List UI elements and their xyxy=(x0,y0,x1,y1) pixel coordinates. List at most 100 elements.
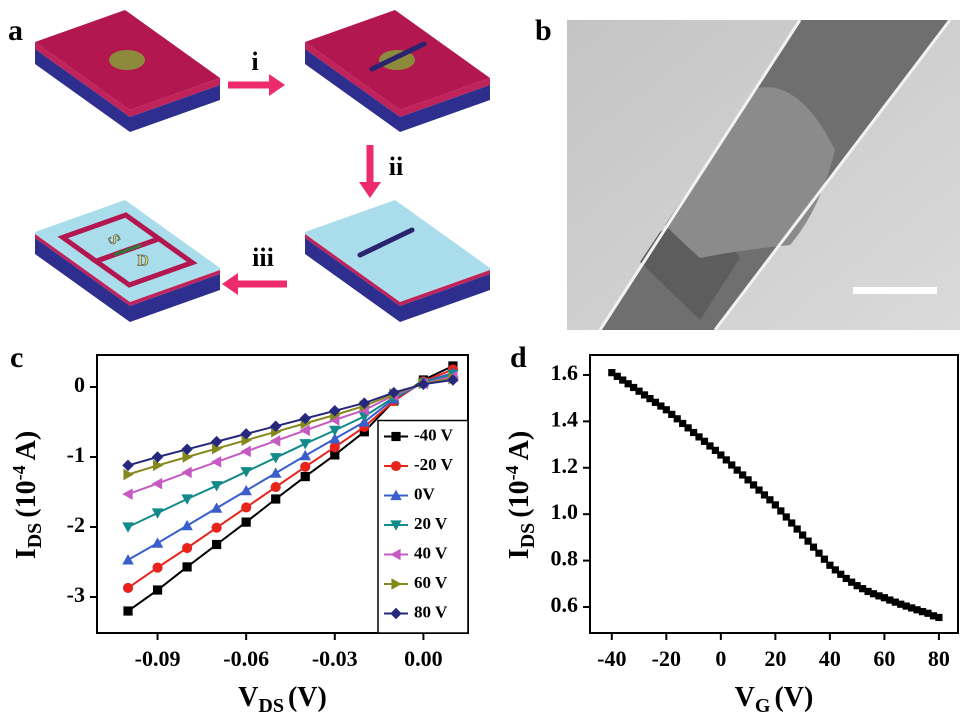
marker xyxy=(122,488,132,500)
legend-label: -20 V xyxy=(414,455,454,474)
gold-pad xyxy=(109,50,145,70)
y-label-symbol: I xyxy=(504,548,535,559)
y-tick-label: -3 xyxy=(67,582,85,607)
legend-label: -40 V xyxy=(414,425,454,444)
y-axis-label: IDS (10-4 A) xyxy=(9,431,46,559)
x-label-unit: (V) xyxy=(774,682,813,713)
x-tick-label: 0 xyxy=(715,646,726,671)
panel-label: c xyxy=(10,341,23,374)
marker xyxy=(270,467,282,477)
marker xyxy=(300,462,310,472)
marker xyxy=(181,467,191,479)
arrow-head xyxy=(222,273,238,295)
y-tick-label: 0 xyxy=(74,372,85,397)
y-label-sup: -4 xyxy=(502,465,522,480)
marker xyxy=(182,562,191,571)
x-label-sub: DS xyxy=(258,695,284,717)
marker xyxy=(935,614,942,621)
marker xyxy=(211,481,223,491)
marker xyxy=(181,520,193,530)
marker xyxy=(240,467,252,477)
x-tick-label: -40 xyxy=(597,646,626,671)
x-tick-label: 60 xyxy=(873,646,895,671)
y-tick-label: 1.2 xyxy=(551,453,579,478)
x-label-unit: (V) xyxy=(288,682,327,713)
marker xyxy=(240,446,250,458)
marker xyxy=(299,450,311,460)
x-label-symbol: V xyxy=(735,682,755,713)
legend-label: 20 V xyxy=(414,514,448,533)
y-tick-label: 1.0 xyxy=(551,499,579,524)
sem-image xyxy=(567,20,960,330)
x-axis-label: VG(V) xyxy=(735,682,814,717)
y-tick-label: 1.4 xyxy=(551,406,579,431)
marker xyxy=(241,502,251,512)
y-tick-label: -2 xyxy=(67,512,85,537)
legend-marker xyxy=(391,432,400,441)
y-tick-label: 0.8 xyxy=(551,546,579,571)
marker xyxy=(299,439,311,449)
marker xyxy=(211,502,223,512)
panel-label: b xyxy=(535,14,552,47)
marker xyxy=(123,583,133,593)
y-label-symbol: I xyxy=(11,548,42,559)
schematic xyxy=(35,10,490,322)
y-label-unit: (10 xyxy=(11,480,42,517)
x-tick-label: -0.03 xyxy=(312,646,358,671)
y-label-sub: DS xyxy=(517,523,539,549)
x-tick-label: 40 xyxy=(819,646,841,671)
legend-label: 80 V xyxy=(414,602,448,621)
x-label-sub: G xyxy=(755,695,771,717)
marker xyxy=(271,494,280,503)
step-label: i xyxy=(251,47,258,76)
marker xyxy=(152,478,162,490)
y-axis-label: IDS (10-4 A) xyxy=(502,431,539,559)
marker xyxy=(301,472,310,481)
y-tick-label: 0.6 xyxy=(551,592,579,617)
marker xyxy=(182,543,192,553)
figure: a i ii iii S D b c d 0-1-2-3-0.09-0.06-0… xyxy=(0,0,961,720)
x-tick-label: 80 xyxy=(928,646,950,671)
y-label-unit: A) xyxy=(11,431,42,461)
panel-label: a xyxy=(8,14,23,47)
panel-label: d xyxy=(510,341,527,374)
legend-label: 40 V xyxy=(414,543,448,562)
y-tick-label: 1.6 xyxy=(551,360,579,385)
legend-label: 0V xyxy=(414,484,436,503)
marker xyxy=(152,508,164,518)
x-tick-label: -0.06 xyxy=(223,646,269,671)
marker xyxy=(212,523,222,533)
marker xyxy=(152,537,164,547)
marker xyxy=(152,563,162,573)
electrode-label: D xyxy=(137,253,149,270)
x-tick-label: -0.09 xyxy=(135,646,181,671)
y-label-sub: DS xyxy=(24,523,46,549)
marker xyxy=(271,482,281,492)
legend-label: 60 V xyxy=(414,573,448,592)
y-label-unit: A) xyxy=(504,431,535,461)
arrow-head xyxy=(359,182,381,198)
x-tick-label: 20 xyxy=(764,646,786,671)
marker xyxy=(122,554,133,564)
step-label: iii xyxy=(252,243,274,272)
marker xyxy=(329,426,341,436)
marker xyxy=(240,485,252,495)
marker xyxy=(181,494,193,504)
scale-bar xyxy=(853,287,937,294)
marker xyxy=(270,453,282,463)
marker xyxy=(211,456,221,468)
marker xyxy=(153,585,162,594)
legend-marker xyxy=(391,461,401,471)
x-tick-label: 0.00 xyxy=(404,646,443,671)
x-axis-label: VDS(V) xyxy=(238,682,327,717)
marker xyxy=(330,442,340,452)
marker xyxy=(242,518,251,527)
step-label: ii xyxy=(389,152,403,181)
arrow-head xyxy=(269,74,285,96)
marker xyxy=(212,540,221,549)
x-label-symbol: V xyxy=(238,682,258,713)
y-tick-label: -1 xyxy=(67,442,85,467)
marker xyxy=(123,606,132,615)
y-label-unit: (10 xyxy=(504,480,535,517)
y-label-sup: -4 xyxy=(9,465,29,480)
